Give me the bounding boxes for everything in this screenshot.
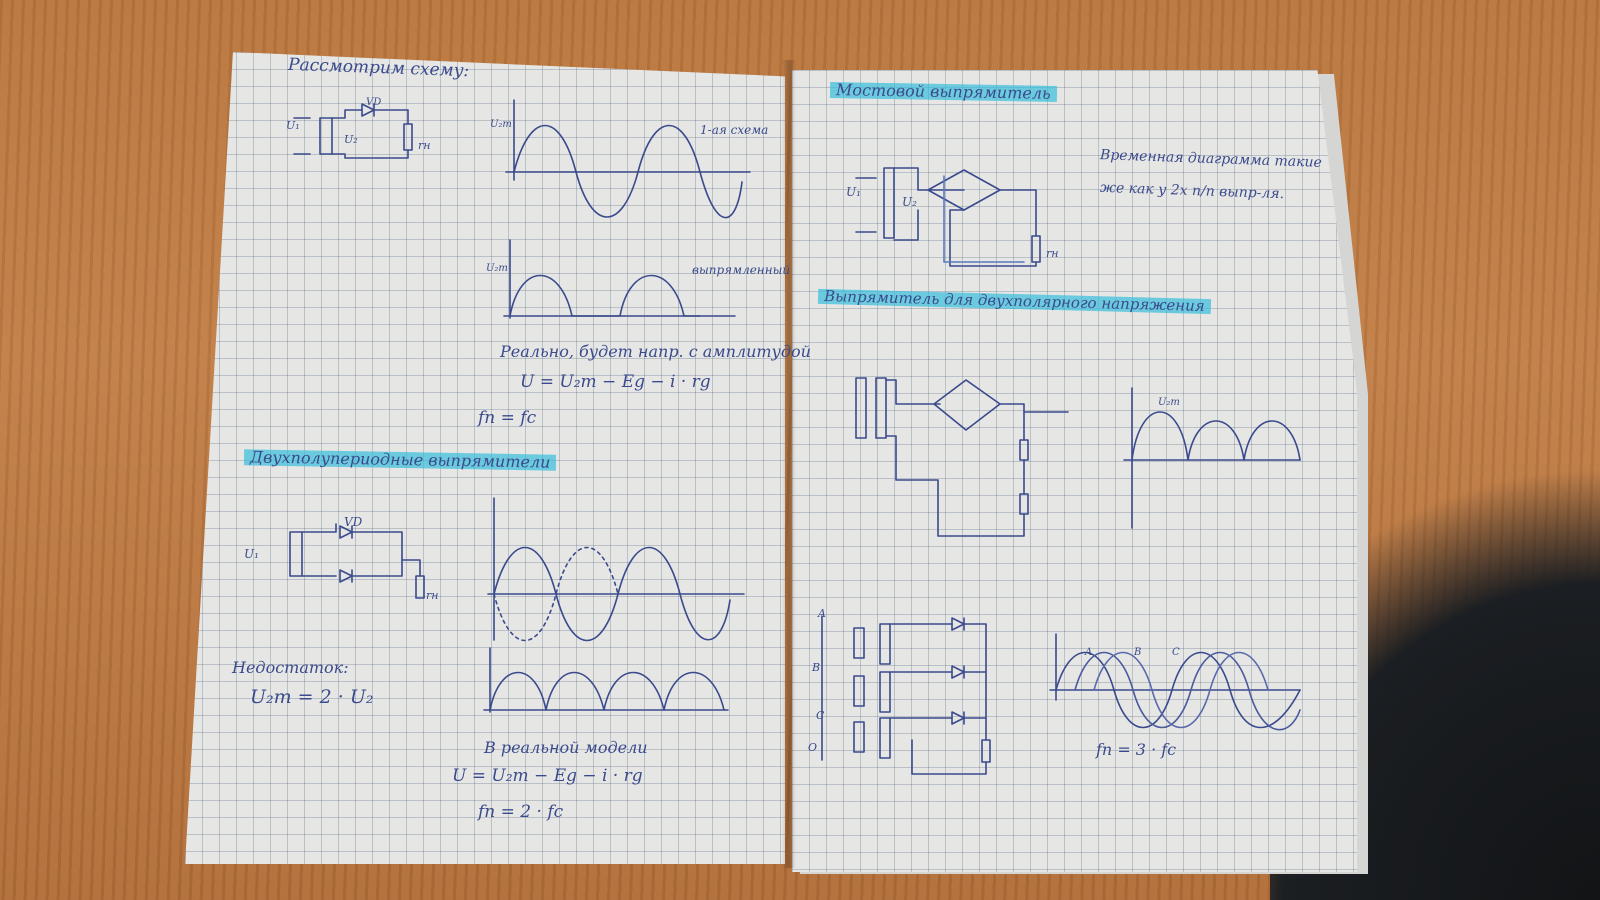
label-vd-b: VD [344,515,363,529]
note-real-model-formula: U = U₂m − Eg − i · rg [452,766,643,786]
label-u1-c: U₁ [846,185,861,199]
half-wave-circuit [293,103,413,159]
bipolar-circuit [855,377,1069,537]
sine-wave-1 [505,99,751,219]
label-u1-b: U₁ [244,547,259,561]
note-real-formula: U = U₂m − Eg − i · rg [520,372,711,392]
bipolar-output-wave [1123,387,1301,529]
note-real-model: В реальной модели [484,738,648,757]
label-rn-a: rн [418,139,431,152]
label-rn-c: rн [1046,247,1059,260]
label-phase-c: C [816,709,825,722]
label-vd-a: VD [366,97,382,108]
note-drawback: Недостаток: [232,658,349,677]
full-wave-circuit [289,523,425,599]
legend-mid-wave: выпрямленный [692,263,791,277]
label-u2m-a: U₂m [490,119,512,130]
note-real-amplitude: Реально, будет напр. с амплитудой [500,342,811,361]
half-wave-output [503,239,736,319]
notebook-spine [782,60,796,868]
note-freq-3: fп = 3 · fс [1096,740,1177,759]
note-drawback-formula: U₂m = 2 · U₂ [250,686,374,708]
legend-top-wave: 1-ая схема [700,123,769,137]
label-3ph-c: C [1172,647,1180,658]
label-phase-b: B [812,661,821,674]
note-freq-2: fп = 2 · fс [478,802,564,822]
label-neutral-o: O [808,741,818,754]
label-u1-a: U₁ [286,119,300,132]
label-phase-a: A [818,607,826,620]
label-u2-c: U₂ [902,195,917,209]
notebook-right-page [792,70,1357,872]
note-freq-1: fп = fс [478,408,537,428]
label-u2m-d: U₂m [1158,397,1180,408]
full-wave-output [483,647,729,713]
label-u2m-b: U₂m [486,263,508,274]
bridge-circuit [855,167,1041,267]
label-3ph-b: B [1134,647,1142,658]
three-phase-circuit [821,615,991,775]
label-u2-a: U₂ [344,133,358,146]
three-phase-waves [1049,633,1301,731]
full-wave-input-wave [487,497,745,642]
label-rn-b: rн [426,589,439,602]
